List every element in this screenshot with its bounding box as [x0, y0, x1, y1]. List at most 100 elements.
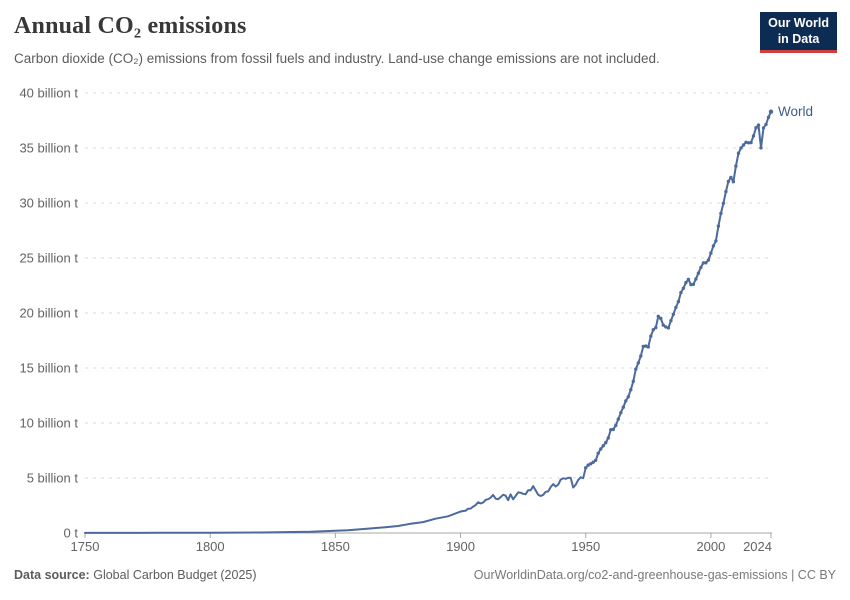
y-tick-label: 20 billion t: [19, 306, 78, 321]
x-tick-label: 1750: [71, 539, 100, 554]
data-point: [611, 427, 615, 432]
data-point: [729, 175, 733, 180]
data-source: Data source: Global Carbon Budget (2025): [14, 568, 257, 582]
x-tick-label: 2024: [743, 539, 772, 554]
data-point: [709, 251, 713, 255]
data-point: [624, 399, 628, 403]
data-point: [704, 261, 708, 265]
x-tick-label: 2000: [696, 539, 725, 554]
world-end-label: World: [778, 104, 813, 119]
y-tick-label: 5 billion t: [27, 471, 79, 486]
owid-logo[interactable]: Our World in Data: [760, 12, 837, 54]
data-point: [666, 326, 671, 330]
y-tick-label: 10 billion t: [19, 416, 78, 431]
data-point: [759, 146, 763, 150]
y-tick-label: 0 t: [64, 526, 79, 541]
data-point: [724, 189, 728, 194]
data-point: [594, 458, 598, 462]
data-point: [749, 140, 753, 145]
data-point: [656, 314, 660, 318]
data-point: [719, 211, 723, 216]
data-point: [669, 319, 673, 323]
x-tick-label: 1950: [571, 539, 600, 554]
data-point: [756, 123, 761, 127]
data-point: [706, 258, 711, 262]
data-point: [721, 201, 726, 205]
data-point: [634, 367, 638, 371]
data-point: [741, 143, 746, 147]
page-title: Annual CO₂ emissions: [14, 13, 247, 39]
data-point: [679, 290, 683, 295]
data-point: [766, 115, 771, 120]
owid-logo-line2: in Data: [777, 31, 820, 46]
data-point: [751, 134, 756, 138]
data-point: [591, 460, 595, 464]
data-source-label: Data source:: [14, 568, 90, 582]
data-point: [716, 224, 721, 228]
owid-logo-line1: Our World: [768, 16, 829, 30]
data-point: [754, 126, 758, 130]
data-point: [699, 265, 703, 270]
data-point: [606, 436, 610, 440]
data-point: [674, 305, 678, 310]
data-point: [614, 423, 618, 428]
data-point: [676, 299, 681, 304]
data-point: [649, 334, 653, 338]
data-point: [631, 379, 635, 383]
data-point: [731, 180, 736, 184]
data-point: [619, 411, 623, 415]
data-point: [584, 466, 588, 470]
data-point: [596, 451, 600, 455]
data-point: [761, 126, 766, 130]
data-point: [629, 388, 633, 392]
data-source-value: Global Carbon Budget (2025): [93, 568, 257, 582]
data-point: [696, 271, 701, 275]
data-point: [714, 239, 718, 243]
data-point: [711, 244, 716, 248]
data-point: [694, 277, 698, 281]
data-point: [764, 122, 768, 127]
data-point: [736, 151, 741, 155]
y-tick-label: 30 billion t: [19, 196, 78, 211]
data-point: [636, 361, 640, 365]
x-tick-label: 1800: [196, 539, 225, 554]
data-point: [646, 345, 650, 349]
data-point: [734, 164, 738, 168]
data-point: [601, 444, 605, 448]
data-point: [609, 428, 613, 432]
data-point: [659, 316, 663, 321]
data-point: [746, 141, 751, 145]
data-point: [626, 395, 630, 399]
data-point: [661, 323, 665, 327]
x-tick-label: 1850: [321, 539, 350, 554]
data-point: [691, 282, 696, 286]
y-tick-label: 15 billion t: [19, 361, 78, 376]
data-point: [621, 405, 625, 409]
data-point: [616, 417, 620, 421]
data-point: [641, 344, 645, 349]
credit-link[interactable]: OurWorldinData.org/co2-and-greenhouse-ga…: [473, 568, 836, 582]
data-point: [639, 354, 643, 358]
data-point: [739, 146, 743, 150]
data-point: [726, 179, 731, 184]
data-point: [664, 325, 668, 329]
data-point: [599, 447, 603, 451]
data-point: [654, 325, 658, 330]
data-point: [651, 328, 655, 332]
y-tick-label: 40 billion t: [19, 86, 78, 101]
data-point: [604, 440, 608, 445]
data-point: [589, 462, 593, 466]
line-end-dot: [768, 109, 774, 114]
data-point: [686, 277, 691, 282]
y-tick-label: 35 billion t: [19, 141, 78, 156]
world-line: [84, 110, 772, 534]
footer: Data source: Global Carbon Budget (2025)…: [14, 568, 836, 582]
data-point: [701, 261, 706, 265]
data-point: [684, 280, 688, 285]
data-point: [671, 312, 676, 316]
data-point: [681, 286, 686, 290]
page-subtitle: Carbon dioxide (CO₂) emissions from foss…: [14, 51, 660, 66]
x-tick-label: 1900: [446, 539, 475, 554]
data-point: [586, 463, 590, 467]
